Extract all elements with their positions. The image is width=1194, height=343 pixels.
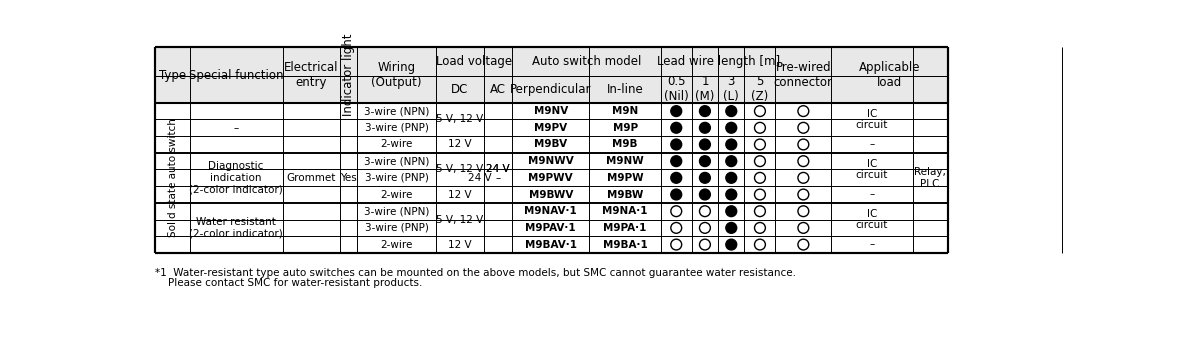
Text: 3-wire (NPN): 3-wire (NPN) (364, 156, 429, 166)
Text: M9PAV·1: M9PAV·1 (525, 223, 576, 233)
Text: 3-wire (NPN): 3-wire (NPN) (364, 106, 429, 116)
Text: Relay,
PLC: Relay, PLC (915, 167, 946, 189)
Text: M9PWV: M9PWV (529, 173, 573, 183)
Text: M9NAV·1: M9NAV·1 (524, 206, 577, 216)
Text: 5 V, 12 V: 5 V, 12 V (436, 214, 484, 225)
Text: –: – (869, 239, 874, 250)
Circle shape (726, 122, 737, 133)
Text: M9PW: M9PW (607, 173, 644, 183)
Circle shape (726, 139, 737, 150)
Text: M9P: M9P (613, 123, 638, 133)
Text: Electrical
entry: Electrical entry (284, 61, 338, 89)
Text: IC
circuit: IC circuit (856, 109, 888, 130)
Circle shape (700, 106, 710, 117)
Circle shape (726, 106, 737, 117)
Text: 3
(L): 3 (L) (724, 75, 739, 103)
Text: M9BWV: M9BWV (529, 190, 573, 200)
Text: M9B: M9B (613, 140, 638, 150)
Text: M9PA·1: M9PA·1 (603, 223, 647, 233)
Circle shape (726, 189, 737, 200)
Text: Indicator light: Indicator light (341, 34, 355, 116)
Text: Yes: Yes (340, 173, 357, 183)
Circle shape (700, 189, 710, 200)
Text: M9NA·1: M9NA·1 (602, 206, 648, 216)
Text: *1  Water-resistant type auto switches can be mounted on the above models, but S: *1 Water-resistant type auto switches ca… (155, 268, 796, 278)
Text: 12 V: 12 V (448, 239, 472, 250)
Circle shape (700, 139, 710, 150)
Text: Please contact SMC for water-resistant products.: Please contact SMC for water-resistant p… (155, 278, 423, 288)
Text: 5 V, 12 V: 5 V, 12 V (436, 115, 484, 125)
Circle shape (726, 156, 737, 167)
Text: 5
(Z): 5 (Z) (751, 75, 769, 103)
Circle shape (671, 173, 682, 183)
Text: IC
circuit: IC circuit (856, 209, 888, 230)
Text: M9PV: M9PV (534, 123, 567, 133)
Text: DC: DC (451, 83, 469, 96)
Text: Type: Type (159, 69, 186, 82)
Text: 5 V, 12 V: 5 V, 12 V (436, 165, 484, 175)
Text: Lead wire length [m]: Lead wire length [m] (657, 55, 780, 68)
Text: 2-wire: 2-wire (380, 239, 413, 250)
Text: M9BW: M9BW (607, 190, 644, 200)
Text: M9N: M9N (613, 106, 639, 116)
Text: 3-wire (PNP): 3-wire (PNP) (364, 123, 429, 133)
Circle shape (671, 156, 682, 167)
Circle shape (671, 139, 682, 150)
Text: 12 V: 12 V (448, 140, 472, 150)
Text: M9BA·1: M9BA·1 (603, 239, 647, 250)
Circle shape (726, 206, 737, 216)
Text: Diagnostic
indication
(2-color indicator): Diagnostic indication (2-color indicator… (189, 161, 283, 194)
Text: 0.5
(Nil): 0.5 (Nil) (664, 75, 689, 103)
Text: 3-wire (PNP): 3-wire (PNP) (364, 223, 429, 233)
Text: In-line: In-line (607, 83, 644, 96)
Circle shape (726, 239, 737, 250)
Text: –: – (233, 123, 239, 133)
Text: M9BV: M9BV (534, 140, 567, 150)
Text: M9BAV·1: M9BAV·1 (524, 239, 577, 250)
Text: 24 V: 24 V (468, 173, 491, 183)
Circle shape (726, 223, 737, 233)
Text: 3-wire (NPN): 3-wire (NPN) (364, 206, 429, 216)
Text: M9NW: M9NW (607, 156, 644, 166)
Text: 1
(M): 1 (M) (695, 75, 715, 103)
Text: IC
circuit: IC circuit (856, 159, 888, 180)
Text: –: – (496, 173, 500, 183)
Text: Water resistant
(2-color indicator): Water resistant (2-color indicator) (189, 217, 283, 239)
Text: –: – (869, 140, 874, 150)
Text: Pre-wired
connector: Pre-wired connector (774, 61, 833, 89)
Circle shape (700, 173, 710, 183)
Text: AC: AC (490, 83, 506, 96)
Text: Applicable
load: Applicable load (858, 61, 921, 89)
Circle shape (726, 173, 737, 183)
Text: Auto switch model: Auto switch model (531, 55, 641, 68)
Text: Solid state auto switch: Solid state auto switch (167, 118, 178, 237)
Text: 2-wire: 2-wire (380, 140, 413, 150)
Circle shape (700, 122, 710, 133)
Text: M9NV: M9NV (534, 106, 568, 116)
Text: M9NWV: M9NWV (528, 156, 573, 166)
Text: Wiring
(Output): Wiring (Output) (371, 61, 421, 89)
Text: 3-wire (PNP): 3-wire (PNP) (364, 173, 429, 183)
Text: Perpendicular: Perpendicular (510, 83, 591, 96)
Circle shape (671, 189, 682, 200)
Text: 24 V: 24 V (486, 165, 510, 175)
Text: 12 V: 12 V (448, 190, 472, 200)
Circle shape (671, 106, 682, 117)
Text: Special function: Special function (189, 69, 283, 82)
Text: Load voltage: Load voltage (436, 55, 512, 68)
Text: Grommet: Grommet (287, 173, 336, 183)
Circle shape (700, 156, 710, 167)
Circle shape (671, 122, 682, 133)
Text: 24 V: 24 V (486, 165, 510, 175)
Text: –: – (869, 190, 874, 200)
Text: 2-wire: 2-wire (380, 190, 413, 200)
